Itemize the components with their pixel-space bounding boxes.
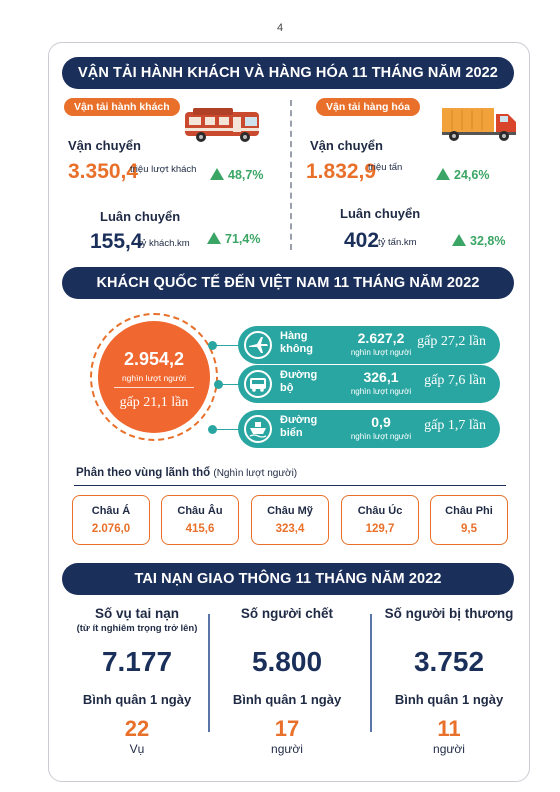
region-value: 9,5	[461, 523, 477, 535]
total-visitors-value: 2.954,2	[123, 349, 185, 369]
cargo-rotation-unit: tỷ tấn.km	[378, 237, 417, 248]
mode-unit: nghìn lượt người	[350, 432, 412, 441]
mode-gap: gấp 7,6 lần	[424, 373, 486, 388]
cargo-rotation-label: Luân chuyển	[340, 206, 421, 221]
region-name: Châu Á	[91, 505, 131, 517]
mode-sea: Đường biển 0,9 nghìn lượt người gấp 1,7 …	[238, 410, 500, 448]
accident-daily-unit: người	[433, 742, 465, 756]
section-divider	[290, 100, 292, 250]
total-visitors-gap: gấp 21,1 lần	[119, 395, 189, 410]
region-box-asia: Châu Á 2.076,0	[72, 495, 150, 545]
total-visitors-unit: nghìn lượt người	[121, 373, 187, 383]
region-value: 2.076,0	[91, 523, 131, 535]
region-value: 129,7	[365, 523, 395, 535]
mode-value: 2.627,2	[357, 330, 405, 346]
circle-divider	[114, 387, 194, 388]
accident-column-deaths: Số người chết 5.800 Bình quân 1 ngày 17 …	[212, 606, 362, 756]
region-title-underline	[74, 485, 506, 486]
accident-title: Số người bị thương	[384, 606, 514, 621]
passenger-transport-unit: triệu lượt khách	[130, 164, 197, 175]
accident-title: Số người chết	[240, 606, 334, 621]
accident-daily-value: 11	[437, 716, 461, 741]
cargo-transport-unit: triệu tấn	[368, 162, 403, 173]
page-number: 4	[276, 22, 284, 34]
region-name: Châu Úc	[357, 505, 403, 517]
total-ring	[90, 313, 218, 441]
accident-avg-label: Bình quân 1 ngày	[394, 692, 504, 707]
up-triangle-icon	[452, 234, 466, 246]
visitors-banner: KHÁCH QUỐC TẾ ĐẾN VIỆT NAM 11 THÁNG NĂM …	[62, 267, 514, 299]
mode-name: Đường bộ	[280, 369, 318, 394]
mode-value: 326,1	[363, 369, 399, 385]
passenger-rotation-unit: tỷ khách.km	[139, 238, 190, 249]
mode-road: Đường bộ 326,1 nghìn lượt người gấp 7,6 …	[238, 365, 500, 403]
accident-avg-label: Bình quân 1 ngày	[232, 692, 342, 707]
region-box-europe: Châu Âu 415,6	[161, 495, 239, 545]
passenger-transport-growth: 48,7%	[210, 168, 263, 182]
passenger-rotation-growth: 71,4%	[207, 232, 260, 246]
region-box-america: Châu Mỹ 323,4	[251, 495, 329, 545]
region-title: Phân theo vùng lãnh thổ (Nghìn lượt ngườ…	[76, 467, 298, 479]
accident-value: 3.752	[413, 646, 485, 677]
accidents-banner: TAI NẠN GIAO THÔNG 11 THÁNG NĂM 2022	[62, 563, 514, 595]
mode-gap: gấp 1,7 lần	[424, 418, 486, 433]
connector-line	[212, 429, 240, 430]
infographic-frame	[48, 42, 530, 782]
mode-name: Đường biển	[280, 414, 318, 439]
up-triangle-icon	[436, 168, 450, 180]
cargo-rotation-value: 402	[344, 229, 380, 252]
passenger-transport-label: Vận chuyển	[68, 138, 141, 153]
column-separator	[370, 614, 372, 732]
connector-line	[218, 384, 240, 385]
mode-unit: nghìn lượt người	[350, 348, 412, 357]
region-box-africa: Châu Phi 9,5	[430, 495, 508, 545]
ship-icon	[244, 415, 272, 443]
accident-value: 5.800	[251, 646, 323, 677]
bus-illustration	[185, 108, 259, 142]
total-visitors-circle: 2.954,2 nghìn lượt người gấp 21,1 lần	[98, 321, 210, 433]
transport-banner: VẬN TẢI HÀNH KHÁCH VÀ HÀNG HÓA 11 THÁNG …	[62, 57, 514, 89]
truck-illustration	[442, 108, 516, 141]
region-value: 415,6	[185, 523, 215, 535]
accident-daily-unit: người	[271, 742, 303, 756]
accident-column-cases: Số vụ tai nạn (từ ít nghiêm trọng trở lê…	[62, 606, 212, 756]
region-box-oceania: Châu Úc 129,7	[341, 495, 419, 545]
cargo-rotation-growth: 32,8%	[452, 234, 505, 248]
cargo-transport-growth: 24,6%	[436, 168, 489, 182]
cargo-transport-value: 1.832,9	[306, 160, 377, 183]
region-name: Châu Âu	[177, 505, 223, 517]
connector-dot	[208, 425, 217, 434]
mode-name: Hàng không	[280, 330, 313, 355]
accident-subtitle: (từ ít nghiêm trọng trở lên)	[76, 623, 198, 634]
region-name: Châu Mỹ	[267, 505, 313, 517]
accident-column-injured: Số người bị thương 3.752 Bình quân 1 ngà…	[374, 606, 524, 756]
accident-value: 7.177	[101, 646, 173, 677]
passenger-rotation-label: Luân chuyển	[100, 209, 181, 224]
region-name: Châu Phi	[445, 505, 493, 517]
accident-daily-value: 17	[274, 716, 300, 741]
accident-daily-unit: Vụ	[129, 742, 145, 756]
cargo-tag: Vận tải hàng hóa	[316, 98, 421, 116]
passenger-tag: Vận tải hành khách	[64, 98, 180, 116]
cargo-transport-label: Vận chuyển	[310, 138, 383, 153]
connector-dot	[208, 341, 217, 350]
bus-icon	[244, 370, 272, 398]
passenger-rotation-value: 155,4	[90, 230, 143, 253]
connector-dot	[214, 380, 223, 389]
accident-title: Số vụ tai nạn	[94, 606, 179, 621]
connector-line	[212, 345, 240, 346]
passenger-transport-value: 3.350,4	[68, 160, 139, 183]
region-value: 323,4	[275, 523, 305, 535]
mode-air: Hàng không 2.627,2 nghìn lượt người gấp …	[238, 326, 500, 364]
mode-value: 0,9	[371, 414, 391, 430]
up-triangle-icon	[210, 168, 224, 180]
accident-avg-label: Bình quân 1 ngày	[82, 692, 192, 707]
mode-unit: nghìn lượt người	[350, 387, 412, 396]
mode-gap: gấp 27,2 lần	[417, 334, 486, 349]
airplane-icon	[244, 331, 272, 359]
up-triangle-icon	[207, 232, 221, 244]
accident-daily-value: 22	[124, 716, 150, 741]
column-separator	[208, 614, 210, 732]
